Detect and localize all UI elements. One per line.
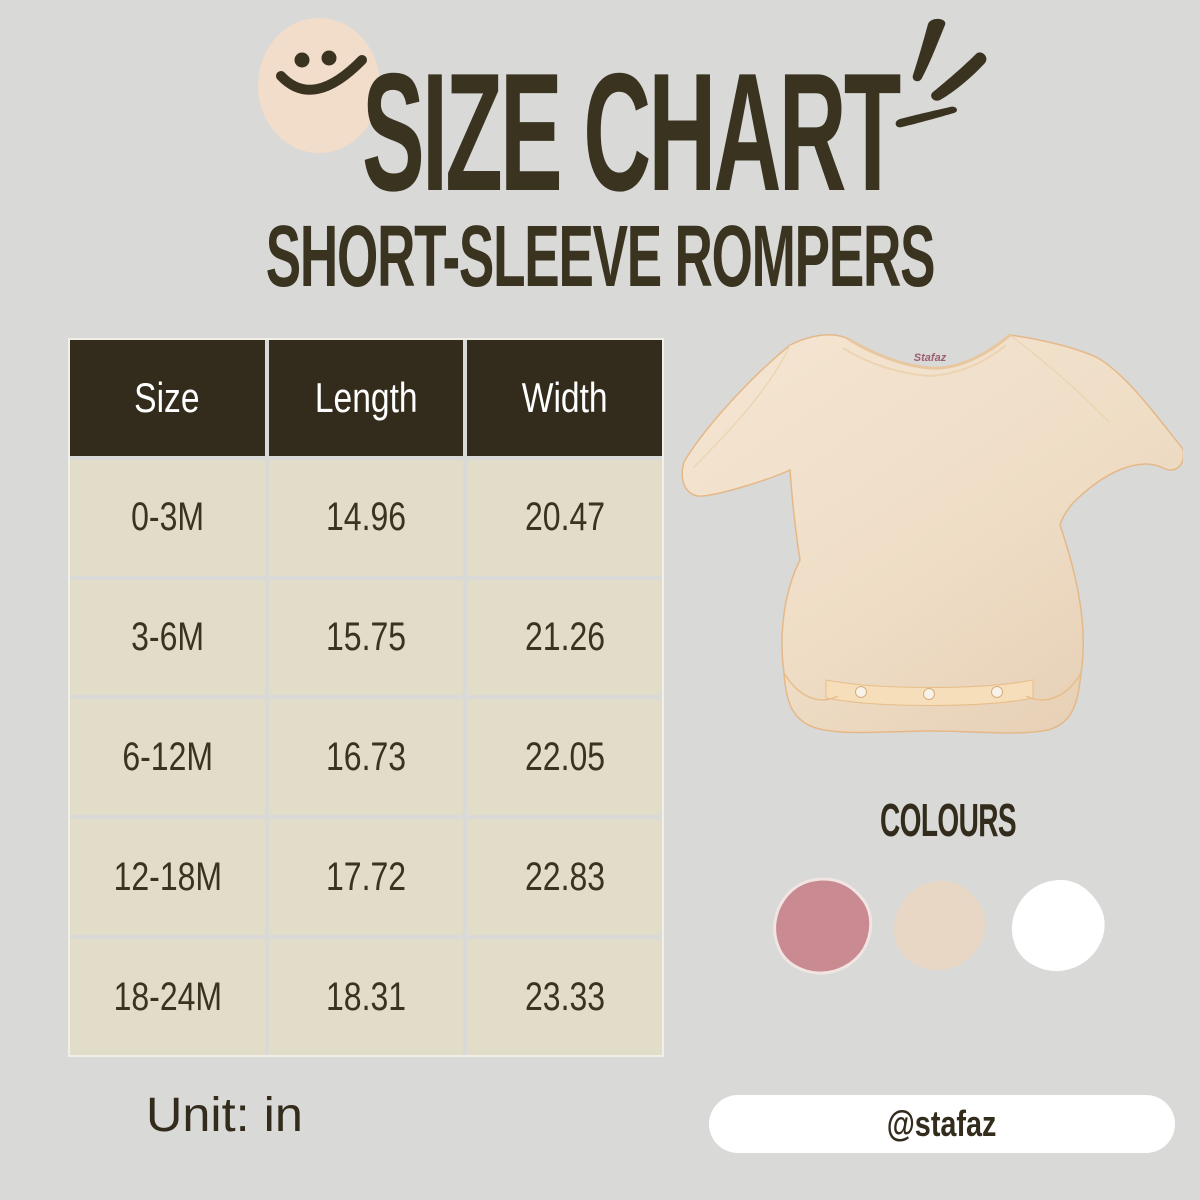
svg-text:Stafaz: Stafaz <box>914 352 947 364</box>
